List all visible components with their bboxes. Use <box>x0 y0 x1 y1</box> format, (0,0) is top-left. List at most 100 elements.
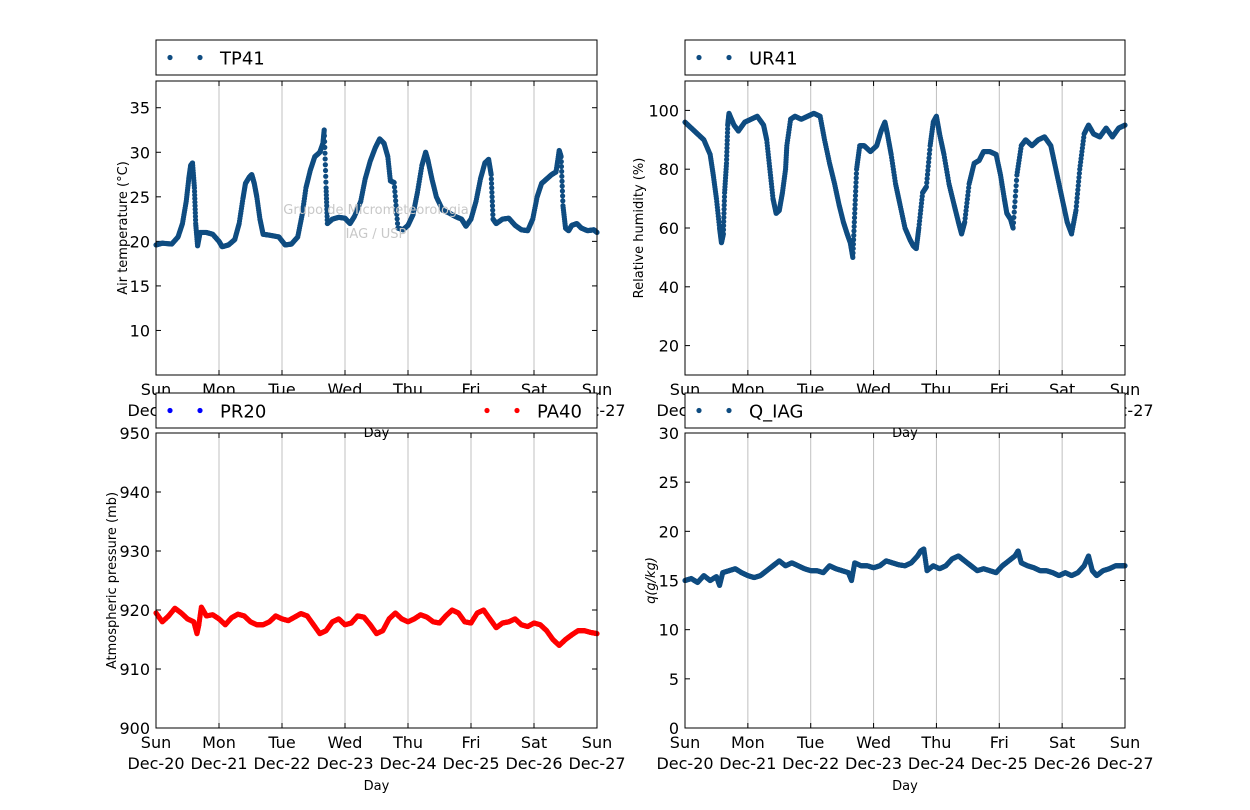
x-tick-label-date: Dec-20 <box>127 754 184 773</box>
data-point <box>1075 183 1081 189</box>
legend-box <box>155 39 598 76</box>
y-tick-label: 40 <box>659 278 679 297</box>
data-point <box>1012 193 1018 199</box>
data-point <box>851 223 857 230</box>
data-point <box>489 194 495 200</box>
watermark: Grupo de Micrometeorologia IAG / USP <box>283 203 469 242</box>
data-point <box>391 184 398 190</box>
x-tick-label-date: Dec-22 <box>253 754 310 773</box>
y-tick-label: 940 <box>119 483 150 502</box>
data-point <box>853 184 859 190</box>
data-point <box>488 180 495 187</box>
legend: UR41 <box>684 39 1126 76</box>
legend: TP41 <box>155 39 598 76</box>
data-point <box>559 188 566 194</box>
data-point <box>489 189 495 195</box>
data-point <box>925 167 931 173</box>
data-point <box>724 137 730 143</box>
x-tick-label-day: Fri <box>461 733 480 752</box>
data-point <box>926 151 932 157</box>
data-point <box>321 133 327 139</box>
data-point <box>1013 183 1019 189</box>
data-point <box>392 193 398 199</box>
data-point <box>393 202 399 208</box>
data-point <box>559 168 565 175</box>
data-point <box>721 194 728 200</box>
data-point <box>721 202 727 208</box>
y-tick-label: 35 <box>130 99 150 118</box>
data-point <box>321 138 328 145</box>
data-point <box>852 206 858 212</box>
legend-marker <box>167 54 173 61</box>
data-point <box>924 171 931 178</box>
data-point <box>853 171 860 177</box>
y-tick-label: 60 <box>659 219 679 238</box>
data-point <box>724 145 730 151</box>
data-point <box>850 254 856 260</box>
data-point <box>927 147 933 153</box>
data-point <box>724 156 730 163</box>
data-point <box>851 232 857 238</box>
y-tick-label: 920 <box>119 601 150 620</box>
plot-frame <box>684 432 1126 729</box>
data-point <box>323 179 329 185</box>
x-tick-label-day: Sun <box>670 733 700 752</box>
atmospheric-pressure-chart: Sun Dec-20 Mon Dec-21 Tue Dec-22 Wed Dec-23 Thu D… <box>105 392 626 794</box>
data-point <box>323 173 329 179</box>
data-point <box>965 192 971 198</box>
data-point <box>962 219 968 225</box>
data-point <box>1076 174 1082 181</box>
x-tick-label-date: Dec-23 <box>845 754 902 773</box>
data-point <box>720 227 727 233</box>
y-tick-label: 900 <box>119 719 150 738</box>
data-point <box>962 211 969 218</box>
series-q_iag <box>682 546 1128 589</box>
x-tick-label-day: Thu <box>392 733 423 752</box>
x-tick-label-day: Mon <box>731 733 765 752</box>
legend-marker <box>726 407 732 414</box>
data-point <box>724 141 730 147</box>
data-point <box>721 210 727 216</box>
data-point <box>1010 225 1016 231</box>
data-point <box>391 179 397 186</box>
data-point <box>924 180 930 186</box>
data-point <box>852 197 858 203</box>
x-tick-label-date: Dec-27 <box>1096 754 1153 773</box>
x-tick-label-day: Sun <box>1110 733 1140 752</box>
data-point <box>394 220 401 227</box>
y-tick-label: 910 <box>119 660 150 679</box>
data-point <box>322 162 328 168</box>
x-tick-label-date: Dec-23 <box>316 754 373 773</box>
y-tick-label: 20 <box>659 337 679 356</box>
legend-label: PA40 <box>537 402 582 423</box>
data-point <box>489 185 495 191</box>
data-point <box>560 198 566 204</box>
legend-marker <box>197 407 203 414</box>
y-axis-label: Air temperature (°C) <box>116 161 131 295</box>
data-point <box>923 184 929 190</box>
data-point <box>1075 187 1081 193</box>
data-point <box>1076 170 1082 176</box>
legend-marker <box>696 407 702 414</box>
x-tick-label-day: Sun <box>141 733 171 752</box>
x-tick-label-day: Fri <box>990 733 1009 752</box>
data-point <box>1013 177 1020 183</box>
x-tick-label-day: Thu <box>920 733 951 752</box>
y-tick-label: 15 <box>659 572 679 591</box>
y-tick-label: 5 <box>669 670 679 689</box>
data-point <box>853 179 859 186</box>
data-point <box>392 189 398 195</box>
watermark-line-2: IAG / USP <box>346 227 407 242</box>
legend-marker <box>484 407 490 414</box>
legend-label: TP41 <box>219 49 265 70</box>
y-tick-label: 25 <box>659 473 679 492</box>
legend-marker <box>726 54 732 61</box>
x-tick-label-day: Sat <box>1049 733 1075 752</box>
data-point <box>558 163 565 170</box>
y-tick-label: 80 <box>659 160 679 179</box>
x-axis-label: Day <box>892 779 918 794</box>
y-axis-label: Relative humidity (%) <box>632 158 647 299</box>
x-tick-label-date: Dec-24 <box>379 754 436 773</box>
data-point <box>393 198 399 204</box>
